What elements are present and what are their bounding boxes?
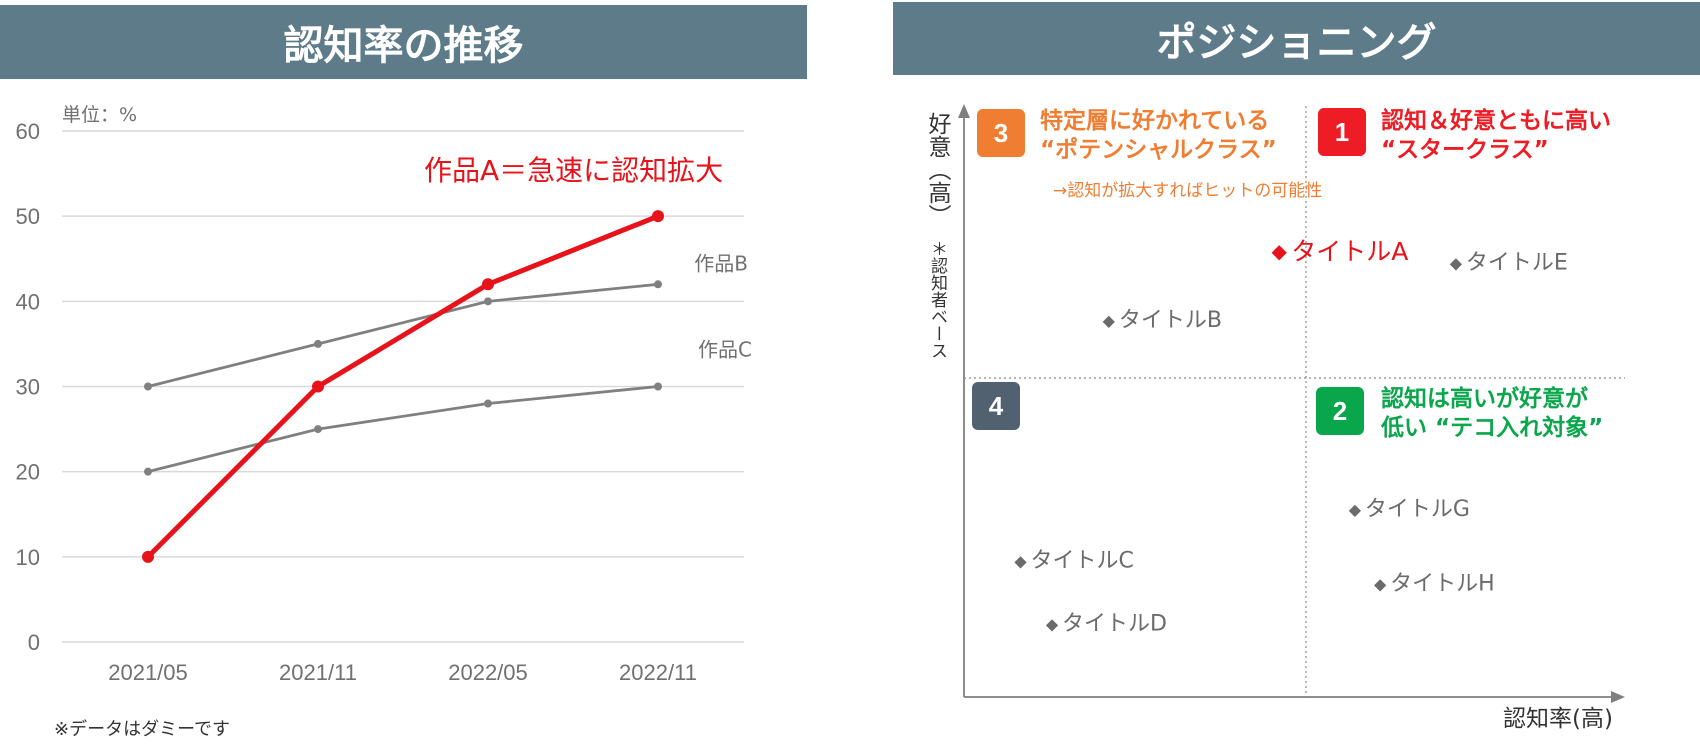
series-point-作品B [144,382,152,391]
series-label-C: 作品C [698,338,752,362]
point-label: タイトルE [1466,251,1568,276]
unit-label: 単位：% [62,104,137,126]
series-point-作品A [312,380,324,393]
quadrant-3-badge: 3 [977,109,1025,157]
series-line-作品B [147,282,659,388]
point-label: タイトルA [1291,237,1408,266]
quadrant-2-line1: 認知は高いが好意が [1381,386,1588,412]
quadrant-4-badge: 4 [972,382,1020,430]
y-tick-label: 0 [28,630,40,655]
positioning-ylabel-note: ＊認知者ベース [927,240,947,359]
x-axis-arrow [1611,691,1625,703]
series-point-作品C [654,382,662,391]
x-tick-label: 2022/05 [448,660,528,685]
point-marker: ◆ [1374,574,1387,593]
y-tick-label: 30 [16,375,40,400]
point-marker: ◆ [1046,615,1059,634]
series-point-作品A [142,550,154,563]
point-marker: ◆ [1103,311,1116,330]
quadrant-1-label: 認知＆好意ともに高い “スタークラス” [1381,107,1611,165]
series-point-作品A [652,210,664,223]
x-tick-label: 2022/11 [619,660,697,685]
quadrant-1-line2: “スタークラス” [1381,137,1549,163]
point-marker: ◆ [1450,254,1463,273]
point-label: タイトルH [1390,571,1495,596]
point-label: タイトルD [1062,612,1167,637]
series-label-B: 作品B [694,251,748,275]
series-line-作品A [146,213,659,559]
quadrant-3-line1: 特定層に好かれている [1040,108,1270,134]
quadrant-2-label: 認知は高いが好意が 低い “テコ入れ対象” [1381,385,1603,443]
quadrant-2-line2: 低い “テコ入れ対象” [1381,415,1604,441]
series-point-作品A [482,278,494,291]
positioning-xlabel: 認知率(高) [1503,706,1613,732]
footnote: ※データはダミーです [54,719,230,740]
quadrant-2-badge: 2 [1316,387,1364,435]
point-label: タイトルC [1030,548,1133,573]
series-point-作品C [484,399,492,408]
series-point-作品C [314,425,322,434]
series-line-作品C [147,385,659,474]
point-marker: ◆ [1271,239,1287,263]
point-label: タイトルB [1119,308,1222,333]
point-marker: ◆ [1349,500,1362,519]
y-tick-label: 40 [16,289,40,314]
series-point-作品C [144,467,152,476]
quadrant-1-line1: 認知＆好意ともに高い [1381,108,1611,134]
y-tick-label: 20 [16,460,40,485]
quadrant-1-badge: 1 [1318,108,1366,156]
series-point-作品B [484,297,492,306]
x-tick-label: 2021/05 [108,660,188,685]
positioning-chart-title: ポジショニング [893,2,1700,75]
positioning-ylabel: 好意（高） [924,112,950,227]
point-marker: ◆ [1014,551,1027,570]
x-tick-label: 2021/11 [279,660,357,685]
quadrant-3-note: →認知が拡大すればヒットの可能性 [1053,181,1323,201]
y-tick-label: 50 [16,204,40,229]
point-label: タイトルG [1365,497,1470,522]
series-point-作品B [654,280,662,289]
line-chart-title: 認知率の推移 [0,5,807,79]
y-axis-arrow [958,104,970,118]
chart-annotation: 作品A＝急速に認知拡大 [424,154,723,187]
y-tick-label: 10 [16,545,40,570]
quadrant-3-line2: “ポテンシャルクラス” [1040,137,1277,163]
quadrant-3-label: 特定層に好かれている “ポテンシャルクラス” [1040,107,1277,165]
y-tick-label: 60 [16,119,40,144]
line-chart: 0 10 20 30 40 50 60 2021/05 2021/11 2022/05 2022/1… [16,104,752,740]
series-point-作品B [314,339,322,348]
